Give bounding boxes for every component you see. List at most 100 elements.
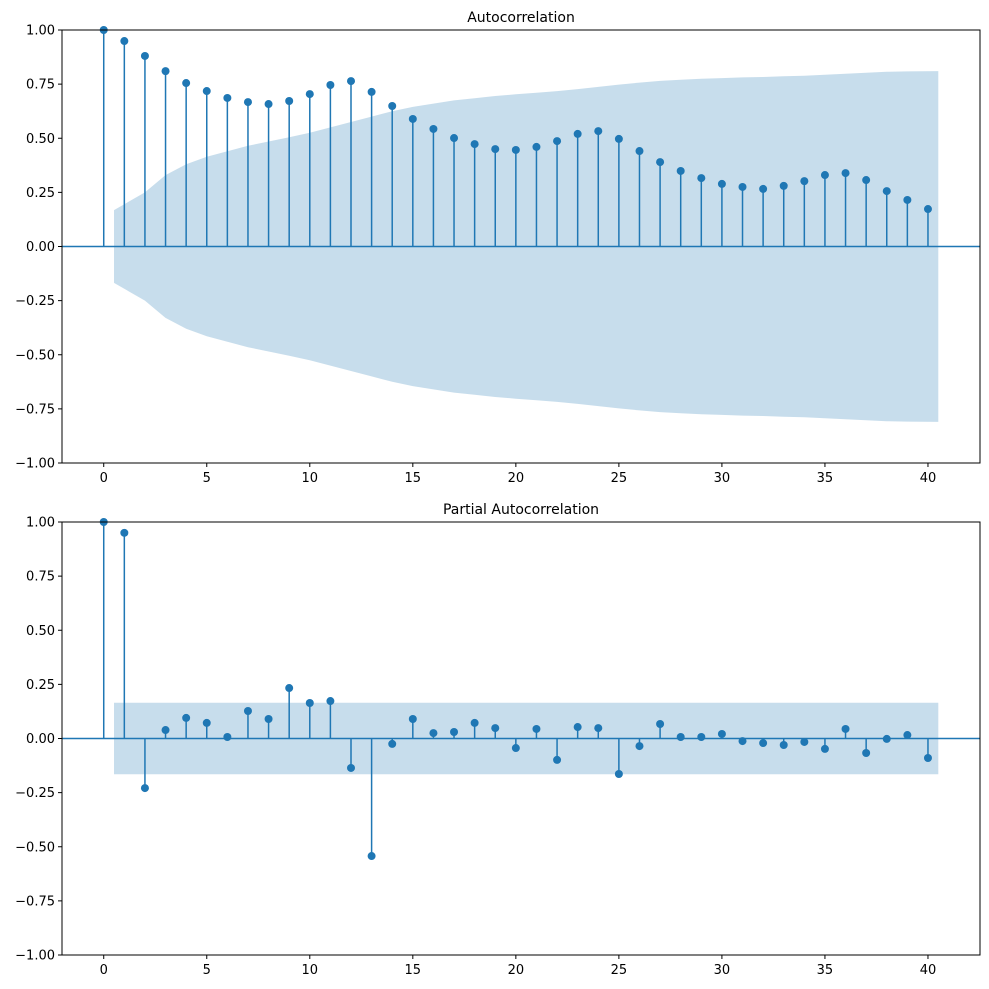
y-tick-label: −0.50 bbox=[15, 840, 55, 855]
x-tick-label: 10 bbox=[302, 471, 319, 486]
x-tick-label: 25 bbox=[611, 963, 628, 978]
stem-marker bbox=[223, 93, 232, 102]
stem-marker bbox=[656, 719, 665, 728]
x-tick-label: 20 bbox=[508, 471, 525, 486]
stem-marker bbox=[553, 755, 562, 764]
stem-marker bbox=[367, 87, 376, 96]
x-tick-label: 5 bbox=[203, 471, 211, 486]
x-tick-label: 40 bbox=[920, 963, 937, 978]
stem-marker bbox=[388, 101, 397, 110]
y-tick-label: −0.75 bbox=[15, 402, 55, 417]
stem-marker bbox=[800, 737, 809, 746]
stem-marker bbox=[182, 713, 191, 722]
stem-marker bbox=[429, 729, 438, 738]
chart-title: Partial Autocorrelation bbox=[443, 502, 599, 518]
stem-marker bbox=[491, 724, 500, 733]
stem-marker bbox=[676, 732, 685, 741]
stem-marker bbox=[656, 158, 665, 167]
x-tick-label: 5 bbox=[203, 963, 211, 978]
stem-marker bbox=[717, 729, 726, 738]
y-tick-label: 0.00 bbox=[26, 240, 55, 255]
stem-marker bbox=[862, 749, 871, 758]
x-tick-label: 0 bbox=[100, 963, 108, 978]
stem-marker bbox=[717, 179, 726, 188]
y-tick-label: 0.50 bbox=[26, 624, 55, 639]
stem-marker bbox=[347, 77, 355, 86]
y-tick-label: −1.00 bbox=[15, 457, 55, 472]
stem-marker bbox=[408, 114, 417, 123]
y-tick-label: 0.50 bbox=[26, 132, 55, 147]
stem-marker bbox=[532, 142, 541, 151]
stem-marker bbox=[305, 698, 314, 707]
stem-marker bbox=[738, 737, 747, 746]
stem-marker bbox=[470, 140, 479, 149]
stem-marker bbox=[882, 187, 891, 196]
stem-marker bbox=[161, 726, 170, 735]
y-tick-label: −0.25 bbox=[15, 786, 55, 801]
stem-marker bbox=[223, 732, 232, 741]
stem-marker bbox=[388, 739, 397, 748]
stem-marker bbox=[841, 724, 850, 733]
x-tick-label: 0 bbox=[100, 471, 108, 486]
stem-marker bbox=[614, 134, 623, 143]
stem-marker bbox=[264, 100, 273, 109]
stem-marker bbox=[367, 852, 376, 861]
x-tick-label: 20 bbox=[508, 963, 525, 978]
stem-marker bbox=[450, 728, 459, 737]
stem-marker bbox=[408, 715, 417, 724]
stem-marker bbox=[532, 724, 541, 733]
stem-marker bbox=[243, 98, 252, 107]
stem-marker bbox=[697, 732, 706, 741]
stem-marker bbox=[202, 87, 211, 96]
stem-marker bbox=[450, 134, 459, 143]
stem-marker bbox=[594, 127, 603, 136]
stem-marker bbox=[779, 181, 788, 190]
stem-marker bbox=[903, 195, 912, 204]
stem-marker bbox=[923, 753, 932, 762]
stem-marker bbox=[140, 51, 149, 60]
y-tick-label: 0.00 bbox=[26, 732, 55, 747]
x-tick-label: 30 bbox=[714, 963, 731, 978]
x-tick-label: 30 bbox=[714, 471, 731, 486]
stem-marker bbox=[635, 147, 644, 156]
stem-marker bbox=[697, 174, 706, 183]
stem-marker bbox=[326, 80, 335, 89]
stem-marker bbox=[491, 145, 500, 154]
stem-marker bbox=[347, 763, 355, 772]
stem-marker bbox=[161, 67, 170, 76]
y-tick-label: 0.75 bbox=[26, 78, 55, 93]
stem-marker bbox=[594, 724, 603, 733]
stem-marker bbox=[779, 740, 788, 749]
stem-marker bbox=[676, 166, 685, 175]
y-tick-label: −0.75 bbox=[15, 894, 55, 909]
stem-marker bbox=[841, 169, 850, 178]
y-tick-label: −0.50 bbox=[15, 348, 55, 363]
stem-marker bbox=[614, 770, 623, 779]
chart-title: Autocorrelation bbox=[467, 10, 575, 26]
stem-marker bbox=[800, 177, 809, 186]
stem-marker bbox=[820, 171, 829, 180]
y-tick-label: −0.25 bbox=[15, 294, 55, 309]
stem-marker bbox=[429, 124, 438, 133]
x-tick-label: 35 bbox=[817, 471, 834, 486]
y-tick-label: −1.00 bbox=[15, 949, 55, 964]
x-tick-label: 15 bbox=[405, 963, 422, 978]
x-tick-label: 25 bbox=[611, 471, 628, 486]
stem-marker bbox=[470, 718, 479, 727]
stem-marker bbox=[759, 184, 768, 193]
stem-marker bbox=[243, 707, 252, 716]
stem-marker bbox=[285, 97, 294, 106]
stem-marker bbox=[573, 723, 582, 732]
stem-marker bbox=[573, 129, 582, 138]
stem-marker bbox=[120, 37, 129, 46]
stem-marker bbox=[326, 697, 335, 706]
stem-marker bbox=[862, 176, 871, 185]
stem-marker bbox=[120, 528, 129, 537]
stem-marker bbox=[264, 715, 273, 724]
stem-marker bbox=[182, 79, 191, 88]
y-tick-label: 0.25 bbox=[26, 186, 55, 201]
x-tick-label: 40 bbox=[920, 471, 937, 486]
stem-marker bbox=[285, 684, 294, 693]
stem-marker bbox=[511, 744, 520, 753]
